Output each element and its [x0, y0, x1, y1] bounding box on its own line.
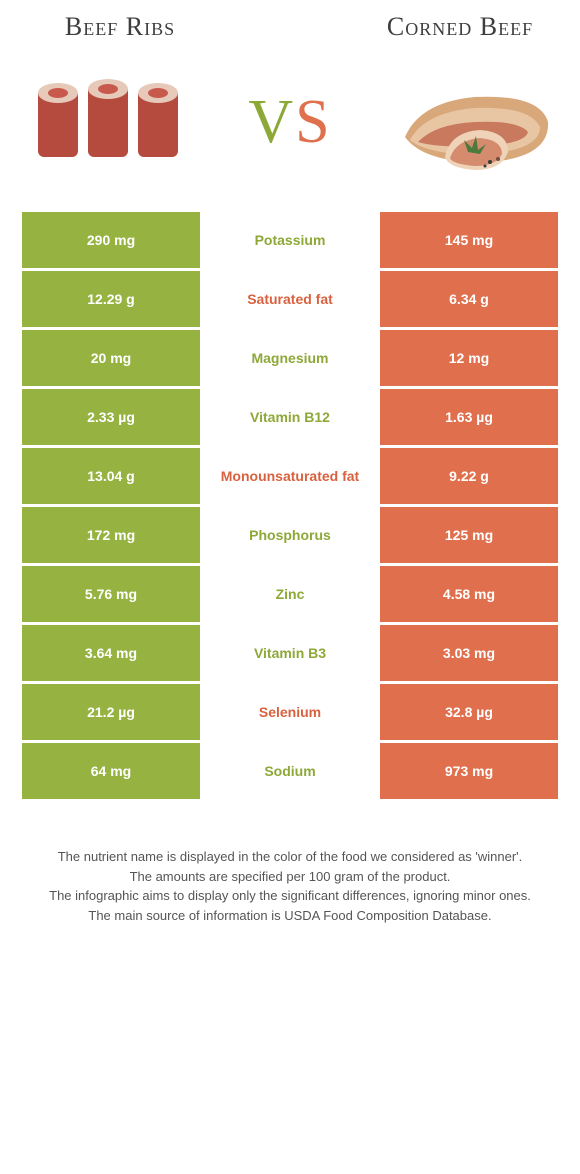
value-right: 145 mg	[380, 212, 558, 268]
nutrient-label: Monounsaturated fat	[200, 448, 380, 504]
table-row: 172 mgPhosphorus125 mg	[22, 507, 558, 563]
title-right: Corned Beef	[360, 12, 560, 42]
footnote-line: The main source of information is USDA F…	[40, 906, 540, 926]
nutrient-table: 290 mgPotassium145 mg12.29 gSaturated fa…	[22, 212, 558, 799]
nutrient-label: Vitamin B12	[200, 389, 380, 445]
header: Beef Ribs Corned Beef	[0, 0, 580, 42]
footnote-line: The amounts are specified per 100 gram o…	[40, 867, 540, 887]
nutrient-label: Vitamin B3	[200, 625, 380, 681]
nutrient-label: Saturated fat	[200, 271, 380, 327]
nutrient-label: Selenium	[200, 684, 380, 740]
table-row: 3.64 mgVitamin B33.03 mg	[22, 625, 558, 681]
value-left: 64 mg	[22, 743, 200, 799]
vs-label: VS	[248, 87, 331, 158]
value-left: 290 mg	[22, 212, 200, 268]
table-row: 20 mgMagnesium12 mg	[22, 330, 558, 386]
value-right: 973 mg	[380, 743, 558, 799]
value-left: 12.29 g	[22, 271, 200, 327]
value-right: 12 mg	[380, 330, 558, 386]
table-row: 290 mgPotassium145 mg	[22, 212, 558, 268]
footnote-line: The infographic aims to display only the…	[40, 886, 540, 906]
nutrient-label: Potassium	[200, 212, 380, 268]
title-left: Beef Ribs	[20, 12, 220, 42]
footnotes: The nutrient name is displayed in the co…	[0, 802, 580, 955]
value-left: 21.2 µg	[22, 684, 200, 740]
value-left: 3.64 mg	[22, 625, 200, 681]
value-left: 20 mg	[22, 330, 200, 386]
vs-s: S	[295, 88, 331, 156]
value-right: 4.58 mg	[380, 566, 558, 622]
value-right: 6.34 g	[380, 271, 558, 327]
value-right: 3.03 mg	[380, 625, 558, 681]
footnote-line: The nutrient name is displayed in the co…	[40, 847, 540, 867]
value-right: 1.63 µg	[380, 389, 558, 445]
corned-beef-image	[390, 62, 555, 182]
value-right: 9.22 g	[380, 448, 558, 504]
nutrient-label: Phosphorus	[200, 507, 380, 563]
value-left: 172 mg	[22, 507, 200, 563]
value-right: 125 mg	[380, 507, 558, 563]
value-left: 5.76 mg	[22, 566, 200, 622]
table-row: 2.33 µgVitamin B121.63 µg	[22, 389, 558, 445]
beef-ribs-image	[25, 62, 190, 182]
hero: VS	[0, 42, 580, 212]
table-row: 12.29 gSaturated fat6.34 g	[22, 271, 558, 327]
table-row: 13.04 gMonounsaturated fat9.22 g	[22, 448, 558, 504]
vs-v: V	[248, 88, 295, 156]
nutrient-label: Magnesium	[200, 330, 380, 386]
table-row: 64 mgSodium973 mg	[22, 743, 558, 799]
value-left: 13.04 g	[22, 448, 200, 504]
nutrient-label: Zinc	[200, 566, 380, 622]
value-right: 32.8 µg	[380, 684, 558, 740]
table-row: 21.2 µgSelenium32.8 µg	[22, 684, 558, 740]
nutrient-label: Sodium	[200, 743, 380, 799]
table-row: 5.76 mgZinc4.58 mg	[22, 566, 558, 622]
value-left: 2.33 µg	[22, 389, 200, 445]
